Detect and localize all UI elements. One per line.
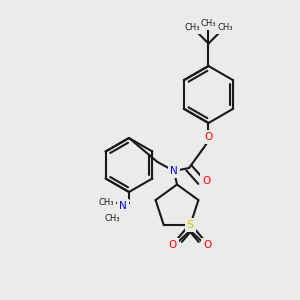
Text: N: N [170, 166, 178, 176]
Text: CH₃: CH₃ [184, 23, 200, 32]
Text: CH₃: CH₃ [105, 214, 120, 223]
Text: S: S [187, 220, 194, 230]
Text: CH₃: CH₃ [217, 23, 233, 32]
Text: O: O [202, 176, 211, 187]
Text: CH₃: CH₃ [201, 19, 216, 28]
Text: O: O [203, 240, 212, 250]
Text: O: O [169, 240, 177, 250]
Text: N: N [119, 201, 127, 211]
Text: O: O [204, 132, 213, 142]
Text: CH₃: CH₃ [99, 198, 114, 207]
